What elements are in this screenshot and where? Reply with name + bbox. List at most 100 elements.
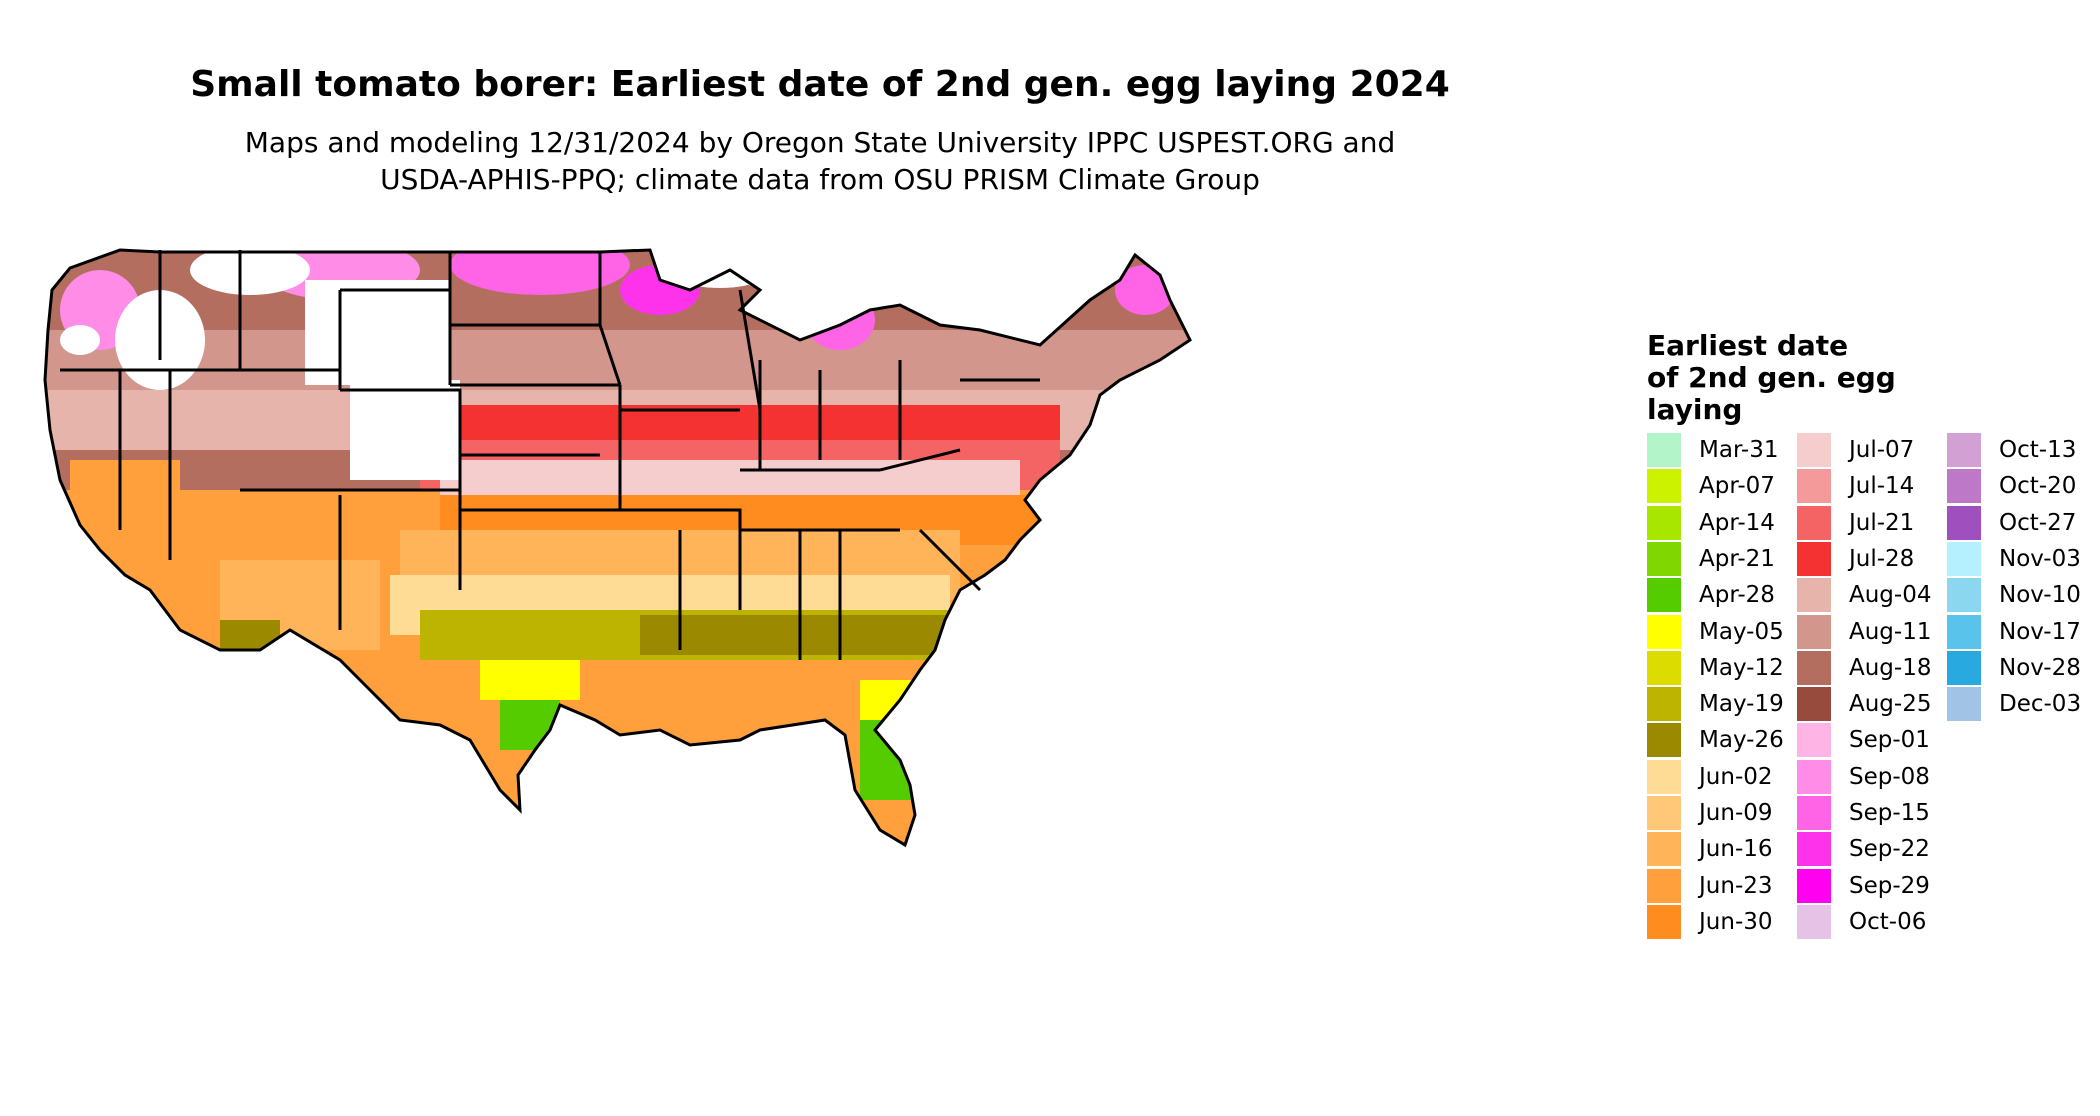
legend-swatch <box>1947 541 1981 576</box>
legend-swatch <box>1947 433 1981 467</box>
no-dev-colorado <box>350 380 460 480</box>
legend-item: Jul-21 <box>1797 505 1914 541</box>
legend-item: May-26 <box>1647 722 1784 758</box>
legend-label: Sep-08 <box>1849 763 1930 790</box>
legend-item: May-05 <box>1647 614 1784 650</box>
legend-label: Jun-09 <box>1699 800 1773 826</box>
legend-title: Earliest date of 2nd gen. egg laying <box>1647 330 1947 426</box>
band-may-26-az <box>220 620 280 650</box>
legend-item: May-12 <box>1647 650 1784 686</box>
legend-item: Sep-22 <box>1797 831 1930 867</box>
legend-label: Oct-27 <box>1999 509 2077 536</box>
legend-label: Mar-31 <box>1699 437 1779 463</box>
legend-label: Sep-29 <box>1849 872 1930 899</box>
legend-item: Oct-20 <box>1947 468 2076 504</box>
legend-swatch <box>1797 578 1831 613</box>
legend-label: Dec-03 <box>1999 691 2082 718</box>
legend-title-line-1: Earliest date <box>1647 329 1849 362</box>
legend-swatch <box>1797 904 1831 939</box>
legend-swatch <box>1647 614 1681 649</box>
legend-swatch <box>1647 759 1681 794</box>
legend-label: Jul-14 <box>1849 473 1915 500</box>
legend-title-line-2: of 2nd gen. egg <box>1647 361 1896 394</box>
legend-swatch <box>1797 650 1831 685</box>
legend-label: Sep-22 <box>1849 836 1930 863</box>
legend-swatch <box>1797 687 1831 722</box>
legend-item: Mar-31 <box>1647 432 1779 468</box>
legend-label: Apr-21 <box>1699 545 1775 572</box>
legend-label: Jul-21 <box>1849 509 1915 536</box>
legend-label: Jun-02 <box>1699 763 1773 790</box>
legend-swatch <box>1947 687 1981 722</box>
legend-swatch <box>1797 541 1831 576</box>
legend-item: Jun-02 <box>1647 759 1773 795</box>
legend-swatch <box>1647 832 1681 867</box>
legend-item: Oct-27 <box>1947 505 2076 541</box>
legend-swatch <box>1947 650 1981 685</box>
legend-swatch <box>1797 868 1831 903</box>
no-dev-wyoming <box>305 280 450 385</box>
legend-swatch <box>1647 541 1681 576</box>
legend-swatch <box>1797 796 1831 830</box>
legend-label: Nov-28 <box>1999 654 2081 681</box>
legend-label: Jul-28 <box>1849 545 1915 572</box>
legend-label: Aug-25 <box>1849 691 1932 718</box>
us-map <box>43 248 1192 847</box>
legend-swatch <box>1647 433 1681 467</box>
legend-label: Apr-28 <box>1699 582 1775 609</box>
legend-item: Aug-11 <box>1797 614 1931 650</box>
legend-swatch <box>1797 832 1831 867</box>
legend-label: Sep-15 <box>1849 800 1930 826</box>
legend-label: Aug-04 <box>1849 582 1932 609</box>
legend-swatch <box>1647 469 1681 504</box>
legend-label: May-05 <box>1699 618 1784 645</box>
legend-item: Oct-06 <box>1797 904 1926 940</box>
no-dev-wi <box>740 260 810 290</box>
no-dev-montana <box>190 250 310 295</box>
legend-item: Sep-29 <box>1797 868 1930 904</box>
legend-label: Nov-03 <box>1999 545 2081 572</box>
legend-item: Oct-13 <box>1947 432 2076 468</box>
legend-swatch <box>1947 505 1981 540</box>
legend-item: Aug-25 <box>1797 686 1931 722</box>
legend-title-line-3: laying <box>1647 393 1743 426</box>
legend-item: Nov-10 <box>1947 577 2081 613</box>
legend-label: May-19 <box>1699 691 1784 718</box>
legend-label: Oct-13 <box>1999 437 2077 463</box>
legend-label: Jun-30 <box>1699 908 1773 935</box>
legend-item: Dec-03 <box>1947 686 2081 722</box>
legend-swatch <box>1947 578 1981 613</box>
legend-swatch <box>1647 650 1681 685</box>
legend-label: Apr-07 <box>1699 473 1775 500</box>
legend-label: Nov-17 <box>1999 618 2081 645</box>
legend-label: Aug-11 <box>1849 618 1932 645</box>
prediction-raster <box>45 250 1190 845</box>
legend-item: May-19 <box>1647 686 1784 722</box>
legend-item: Sep-01 <box>1797 722 1930 758</box>
legend-swatch <box>1797 469 1831 504</box>
band-may-05 <box>480 660 580 700</box>
legend-swatch <box>1797 723 1831 758</box>
legend-item: Jun-09 <box>1647 795 1773 831</box>
legend-swatch <box>1647 796 1681 830</box>
legend-label: May-26 <box>1699 727 1784 754</box>
legend-label: May-12 <box>1699 654 1784 681</box>
legend-item: Nov-17 <box>1947 614 2081 650</box>
legend-item: Jul-07 <box>1797 432 1914 468</box>
legend-label: Nov-10 <box>1999 582 2081 609</box>
patch-sep-15-mi <box>805 290 875 350</box>
legend-label: Oct-20 <box>1999 473 2077 500</box>
legend-swatch <box>1947 614 1981 649</box>
legend-item: Apr-28 <box>1647 577 1775 613</box>
legend-swatch <box>1647 904 1681 939</box>
legend-item: Nov-28 <box>1947 650 2081 686</box>
legend-swatch <box>1647 687 1681 722</box>
legend-swatch <box>1947 469 1981 504</box>
no-dev-oregon <box>60 325 100 355</box>
legend-label: Aug-18 <box>1849 654 1932 681</box>
legend-item: Apr-21 <box>1647 541 1775 577</box>
legend-item: Jul-28 <box>1797 541 1914 577</box>
legend-label: Jun-16 <box>1699 836 1773 863</box>
legend-swatch <box>1797 614 1831 649</box>
legend-label: Jul-07 <box>1849 437 1915 463</box>
